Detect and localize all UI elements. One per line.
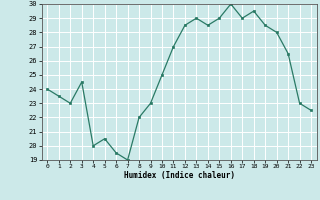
X-axis label: Humidex (Indice chaleur): Humidex (Indice chaleur) [124, 171, 235, 180]
